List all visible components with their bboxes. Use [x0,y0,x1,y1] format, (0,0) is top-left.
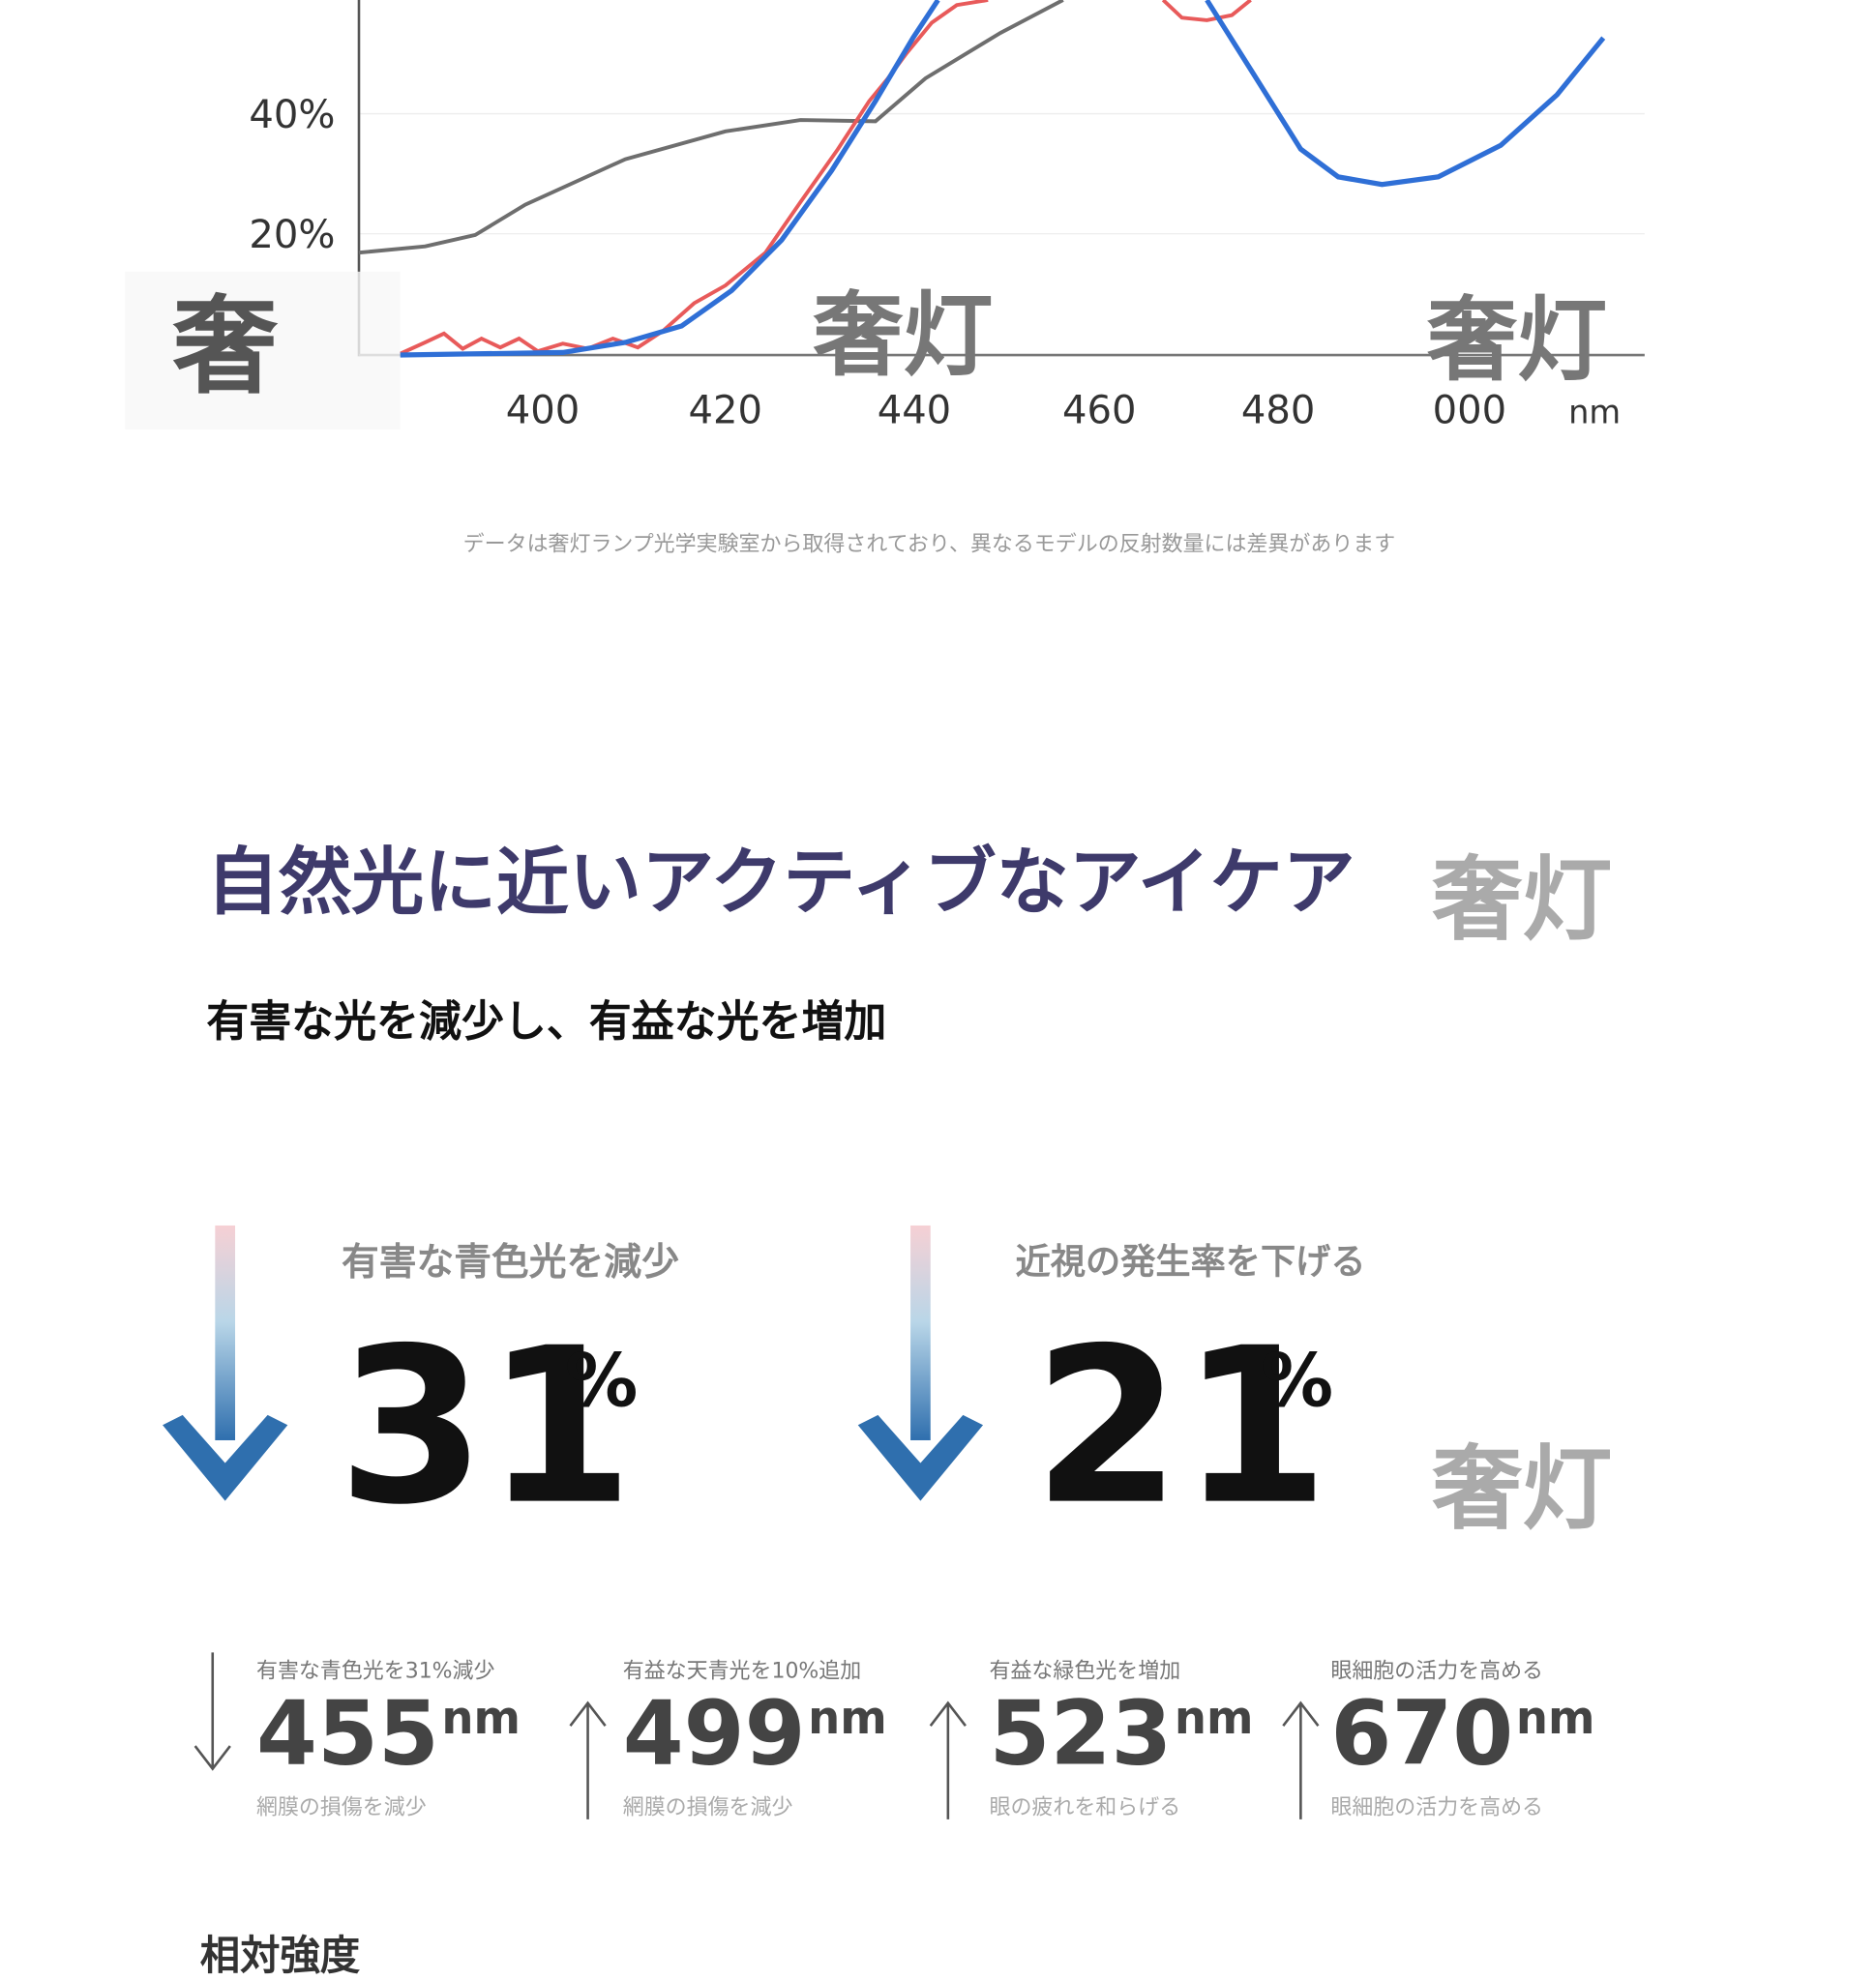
watermark: 奢灯 [1432,847,1612,954]
x-tick-label: 440 [878,388,951,432]
wavelength-value: 455 [256,1683,439,1786]
wavelength-note: 眼細胞の活力を高める [1330,1794,1543,1819]
footer-label: 相対強度 [200,1932,361,1979]
watermark-bg [125,271,401,430]
stat-label: 近視の発生率を下げる [1016,1240,1366,1282]
wavelength-value: 670 [1330,1683,1513,1786]
watermark: 奢 [172,284,278,408]
watermark: 奢灯 [1432,1436,1612,1543]
gray-curve [358,0,1064,255]
stat: 近視の発生率を下げる 21 % [857,1225,1366,1552]
stat-value: 31 [338,1303,634,1552]
wavelength-unit: nm [441,1693,521,1745]
wavelength-value: 499 [623,1683,806,1786]
x-tick-label: 480 [1241,388,1315,432]
wavelength-caption: 有害な青色光を31%減少 [256,1658,494,1683]
x-tick-label: nm [1568,393,1621,430]
spectrum-chart: 40% 20% 400 420 440 460 480 000 nm [249,0,1645,433]
wavelength-unit: nm [1516,1693,1595,1745]
y-tick-label: 20% [249,213,335,257]
watermark: 奢灯 [813,282,993,389]
stat-arrow [910,1225,931,1440]
x-tick-label: 400 [506,388,580,432]
wavelength-unit: nm [1175,1693,1254,1745]
wavelength-caption: 眼細胞の活力を高める [1330,1658,1543,1683]
stat: 有害な青色光を減少 31 % [163,1225,679,1552]
section-title: 自然光に近いアクティブなアイケア [206,839,1355,924]
wavelength-caption: 有益な緑色光を増加 [989,1658,1180,1683]
thin-arrow [569,1700,607,1819]
y-tick-label: 40% [249,93,335,137]
stat-value: 21 [1033,1303,1329,1552]
stat-arrow-head [857,1414,984,1501]
x-tick-label: 460 [1062,388,1136,432]
wavelength-note: 網膜の損傷を減少 [256,1794,427,1819]
wavelength-note: 眼の疲れを和らげる [989,1794,1180,1819]
wavelength-value: 523 [989,1683,1172,1786]
thin-arrow [1282,1700,1320,1819]
wavelength-caption: 有益な天青光を10%追加 [623,1658,861,1683]
stat-arrow [215,1225,236,1440]
stat-unit: % [565,1338,638,1423]
blue-curve [400,0,1606,358]
watermark: 奢灯 [1427,288,1607,395]
wavelength-unit: nm [808,1693,887,1745]
thin-arrow [194,1652,231,1771]
stat-label: 有害な青色光を減少 [342,1241,679,1285]
thin-arrow [929,1700,967,1819]
data-note: データは奢灯ランプ光学実験室から取得されており、異なるモデルの反射数量には差異が… [463,531,1396,556]
x-tick-label: 420 [689,388,762,432]
x-tick-label: 000 [1433,388,1506,432]
wavelength-note: 網膜の損傷を減少 [623,1794,793,1819]
stat-arrow-head [163,1414,288,1501]
stat-unit: % [1261,1338,1333,1423]
section-subtitle: 有害な光を減少し、有益な光を増加 [206,997,886,1047]
